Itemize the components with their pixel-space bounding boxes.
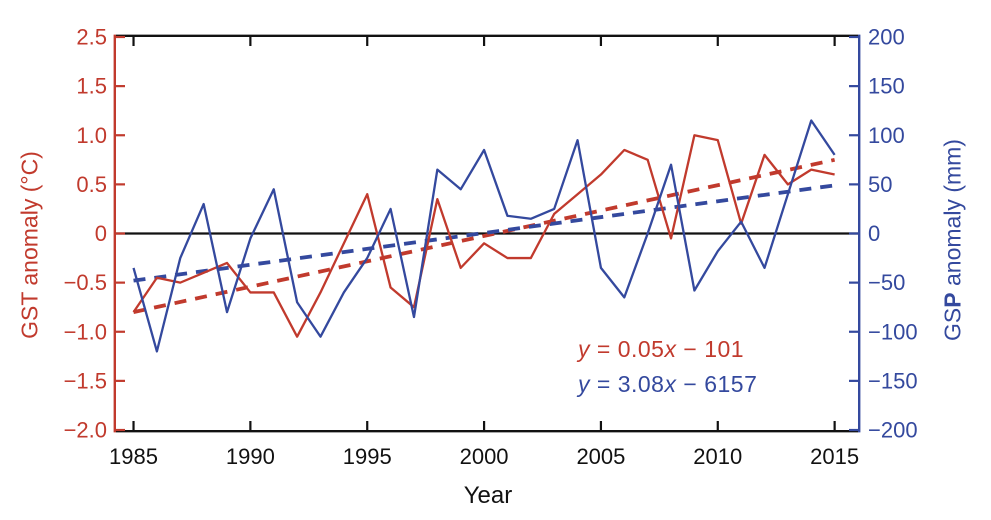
gsp-line: [132, 119, 836, 353]
right-tick-label: 50: [868, 172, 892, 197]
left-tick-label: 1.0: [76, 123, 107, 148]
x-tick-label: 2000: [460, 444, 509, 469]
right-tick-label: 100: [868, 123, 905, 148]
right-tick-label: −200: [868, 418, 918, 443]
right-axis-title-prefix: GS: [939, 307, 966, 341]
right-tick-label: 200: [868, 25, 905, 50]
left-tick-label: −1.0: [64, 319, 107, 344]
x-tick-label: 1990: [226, 444, 275, 469]
left-tick-label: 1.5: [76, 74, 107, 99]
gst-trend-line: [133, 157, 836, 314]
x-tick-label: 2005: [576, 444, 625, 469]
right-tick-label: −150: [868, 368, 918, 393]
right-tick-label: −50: [868, 270, 905, 295]
gsp-trend-line: [133, 183, 835, 283]
x-tick-label: 2015: [810, 444, 859, 469]
right-tick-label: 0: [868, 221, 880, 246]
left-axis-title-text: GST anomaly (°C): [16, 151, 43, 339]
x-tick-label: 1985: [109, 444, 158, 469]
red-trend-equation: y = 0.05x − 101: [578, 336, 745, 362]
x-tick-label: 1995: [343, 444, 392, 469]
right-axis-title-suffix: anomaly (mm): [939, 139, 966, 293]
gst-line: [132, 134, 835, 338]
x-axis-title: Year: [463, 482, 513, 509]
left-axis-title: GST anomaly (°C): [17, 151, 44, 339]
left-tick-label: 0.5: [76, 172, 107, 197]
right-axis-title: GSP anomaly (mm): [940, 139, 967, 341]
left-tick-label: −2.0: [64, 418, 107, 443]
left-tick-label: 0: [95, 221, 107, 246]
right-tick-label: −100: [868, 319, 918, 344]
x-tick-label: 2010: [693, 444, 742, 469]
right-tick-label: 150: [868, 74, 905, 99]
right-axis-title-bold-letter: P: [939, 292, 966, 308]
left-tick-label: 2.5: [76, 25, 107, 50]
left-tick-label: −1.5: [64, 368, 107, 393]
left-tick-label: −0.5: [64, 270, 107, 295]
blue-trend-equation: y = 3.08x − 6157: [578, 371, 758, 397]
